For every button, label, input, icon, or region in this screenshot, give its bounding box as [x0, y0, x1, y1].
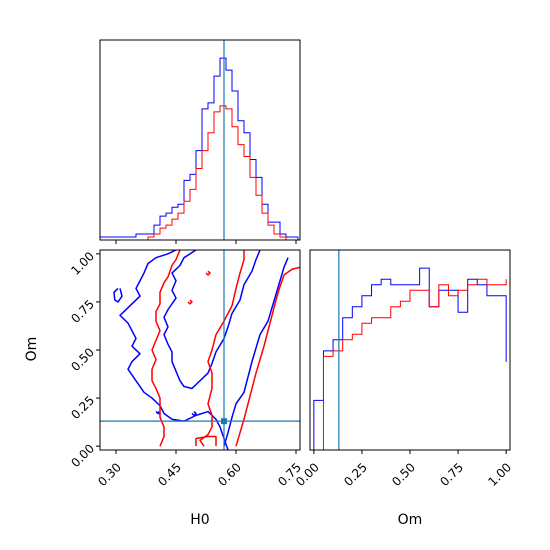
contour-red-10 [205, 270, 211, 276]
om-histogram-panel: 0.00 0.25 0.50 0.75 1.00 [293, 249, 514, 489]
h0-red-histogram-series [100, 105, 298, 240]
om-y-tick-label: 0.50 [68, 345, 97, 374]
contour-red-6 [151, 250, 181, 447]
contour-red-7 [199, 250, 245, 447]
contour-blue-3 [113, 287, 123, 303]
contour-frame [99, 249, 301, 451]
contour-blue-2 [223, 257, 289, 447]
om-x-tick-label: 0.25 [341, 460, 370, 489]
contour-blue-1 [163, 250, 261, 390]
contour-blue-5 [191, 410, 197, 417]
y-axis-label-om: Om [24, 337, 40, 362]
contour-blue-4 [155, 410, 161, 415]
om-y-tick-label: 0.00 [68, 441, 97, 470]
h0-om-contour-panel: 0.30 0.45 0.60 0.750.000.250.500.751.00 [68, 249, 304, 489]
om-histogram-frame [309, 249, 511, 451]
h0-x-tick-label: 0.30 [95, 460, 124, 489]
h0-histogram-panel [99, 39, 301, 244]
h0-blue-histogram-series [100, 57, 299, 240]
contour-red-11 [187, 299, 193, 305]
contour-red-8 [235, 266, 300, 447]
x-axis-label-h0: H0 [190, 512, 209, 528]
om-blue-histogram-series [313, 267, 507, 450]
om-x-tick-label: 0.50 [389, 460, 418, 489]
h0-x-tick-label: 0.60 [215, 460, 244, 489]
contour-blue-0 [119, 250, 229, 450]
om-y-tick-label: 0.75 [68, 297, 97, 326]
x-axis-label-om: Om [398, 512, 423, 528]
om-x-tick-label: 1.00 [485, 460, 514, 489]
om-red-histogram-series [313, 278, 507, 450]
h0-histogram-frame [99, 39, 301, 241]
om-y-tick-label: 1.00 [68, 249, 97, 278]
truth-marker [221, 418, 227, 425]
om-y-tick-label: 0.25 [68, 393, 97, 422]
om-x-tick-label: 0.75 [437, 460, 466, 489]
h0-x-tick-label: 0.45 [155, 460, 184, 489]
contour-red-9 [195, 435, 217, 447]
